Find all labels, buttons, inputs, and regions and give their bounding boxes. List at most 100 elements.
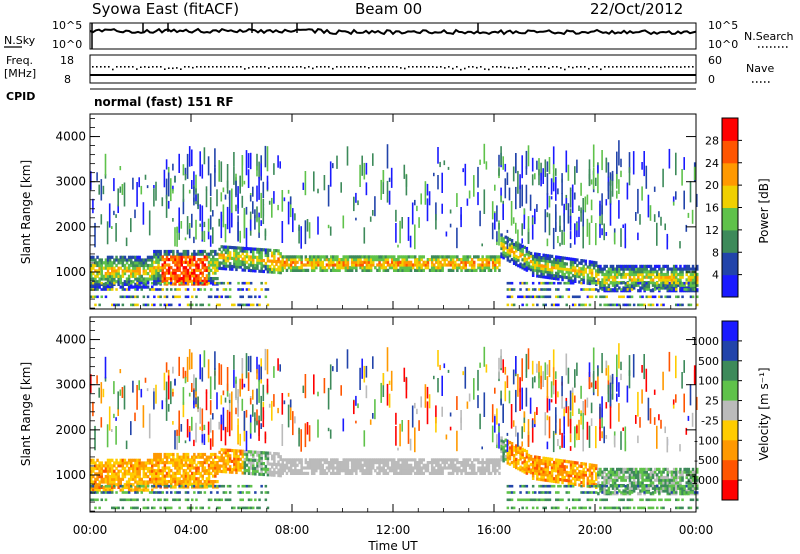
velocity-cell: [260, 470, 263, 474]
power-cell: [588, 265, 592, 269]
velocity-cell: [424, 463, 428, 467]
velocity-cell: [378, 471, 381, 475]
power-cell: [622, 264, 625, 268]
power-cell: [361, 268, 364, 272]
power-cell: [662, 283, 665, 287]
velocity-cell: [374, 461, 377, 465]
velocity-cell: [306, 466, 310, 470]
power-cell: [340, 260, 343, 264]
power-cell: [552, 164, 555, 183]
velocity-cell: [300, 466, 303, 470]
power-cell: [500, 246, 503, 251]
power-cell: [546, 267, 550, 271]
power-cell: [123, 263, 127, 268]
velocity-cell: [209, 455, 213, 459]
power-cell: [590, 215, 593, 223]
velocity-cell: [119, 484, 122, 488]
velocity-cell: [340, 469, 343, 473]
frequency-panel: Freq. [MHz] 18 8 60 0 Nave: [4, 54, 774, 86]
power-cell: [226, 295, 230, 299]
velocity-cell: [399, 471, 402, 475]
velocity-cell: [332, 463, 335, 467]
power-cell: [637, 283, 640, 287]
power-cell: [613, 289, 617, 293]
velocity-cell: [222, 467, 226, 471]
velocity-cell: [174, 471, 177, 475]
power-cell: [603, 289, 606, 293]
velocity-cell: [334, 458, 337, 462]
power-cell: [527, 253, 531, 257]
power-cell: [319, 266, 322, 270]
power-colorbar-swatch: [722, 140, 738, 164]
velocity-cell: [329, 471, 333, 475]
velocity-cell: [180, 463, 183, 467]
power-cell: [666, 275, 669, 279]
power-cell: [670, 270, 674, 274]
power-cell: [647, 288, 651, 291]
power-cell: [521, 266, 524, 270]
power-cell: [144, 277, 148, 281]
velocity-cell: [241, 463, 244, 467]
power-cell: [626, 303, 630, 307]
power-cell: [262, 204, 265, 225]
power-cell: [264, 248, 268, 252]
power-cell: [180, 221, 183, 229]
velocity-cell: [176, 455, 179, 459]
velocity-cell: [350, 461, 354, 465]
power-cell: [555, 303, 558, 307]
velocity-cell: [104, 469, 108, 473]
velocity-cell: [435, 463, 438, 467]
power-cell: [201, 260, 204, 264]
velocity-cell: [161, 458, 164, 462]
power-cell: [239, 265, 242, 269]
power-cell: [515, 249, 518, 253]
velocity-cell: [483, 392, 486, 417]
power-cell: [182, 184, 185, 202]
power-cell: [675, 281, 678, 285]
power-cell: [635, 272, 638, 277]
power-cell: [197, 193, 199, 206]
power-cell: [98, 184, 100, 195]
power-cell: [477, 258, 480, 262]
power-cell: [245, 303, 249, 307]
power-cell: [300, 263, 303, 267]
power-cell: [632, 151, 635, 175]
power-cell: [683, 283, 686, 287]
power-cell: [430, 258, 434, 262]
power-cell: [384, 258, 388, 262]
velocity-cell: [260, 461, 263, 466]
power-cell: [203, 255, 207, 259]
power-cell: [611, 264, 615, 268]
power-cell: [660, 216, 662, 226]
power-cell: [679, 264, 682, 268]
velocity-cell: [308, 458, 312, 462]
velocity-cell: [157, 474, 160, 478]
power-cell: [447, 263, 451, 267]
power-cell: [538, 261, 541, 265]
power-cell: [409, 268, 413, 272]
power-cell: [418, 266, 421, 270]
velocity-cell: [100, 498, 103, 502]
power-cell: [241, 175, 244, 186]
power-cell: [378, 266, 381, 270]
velocity-cell: [148, 458, 152, 462]
power-cell: [435, 255, 438, 259]
power-cell: [395, 258, 398, 262]
power-cell: [228, 196, 231, 201]
power-cell: [561, 278, 564, 282]
nave-dot: [460, 68, 462, 71]
power-cell: [508, 246, 512, 250]
velocity-cell: [256, 467, 259, 471]
power-cell: [588, 159, 591, 179]
power-cell: [119, 274, 122, 278]
power-cell: [515, 241, 518, 245]
velocity-cell: [233, 449, 236, 453]
power-cell: [557, 261, 560, 265]
power-cell: [525, 260, 529, 264]
velocity-cell: [401, 463, 404, 467]
velocity-cell: [247, 484, 251, 488]
velocity-cell: [98, 480, 101, 484]
velocity-cell: [279, 471, 282, 475]
velocity-cell: [292, 461, 295, 465]
velocity-cell: [146, 475, 150, 479]
